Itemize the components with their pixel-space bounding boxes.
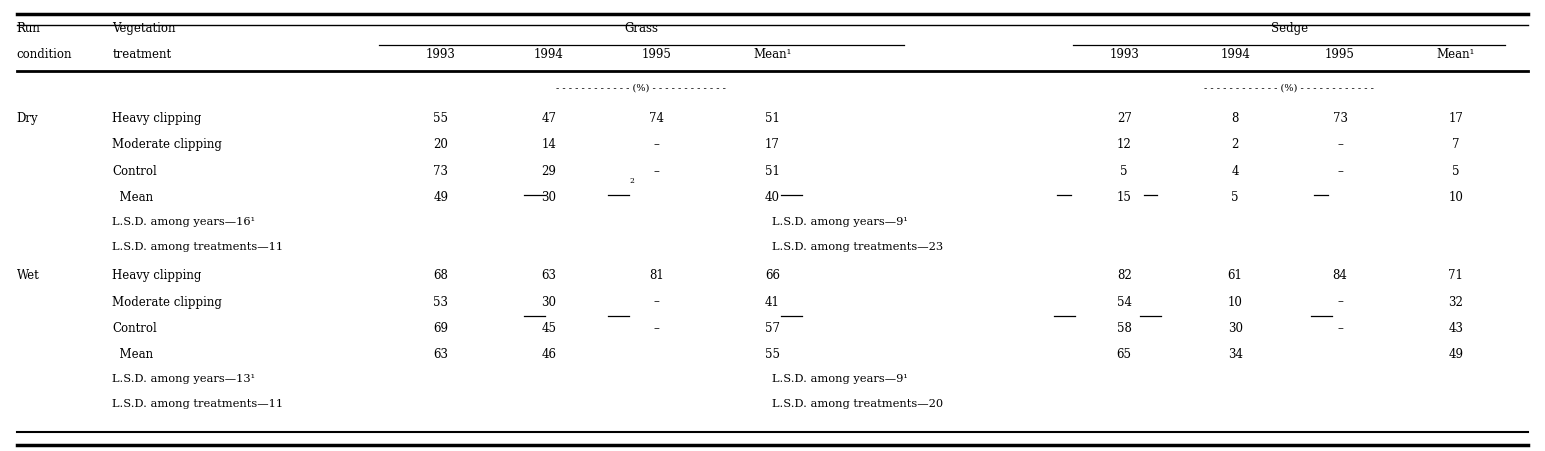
Text: 63: 63	[541, 269, 556, 281]
Text: 51: 51	[765, 164, 780, 177]
Text: Mean: Mean	[113, 347, 153, 360]
Text: Heavy clipping: Heavy clipping	[113, 112, 202, 125]
Text: 17: 17	[1448, 112, 1463, 125]
Text: 1995: 1995	[1326, 48, 1355, 61]
Text: L.S.D. among treatments—11: L.S.D. among treatments—11	[113, 242, 284, 252]
Text: 14: 14	[541, 138, 556, 151]
Text: 1993: 1993	[426, 48, 456, 61]
Text: Grass: Grass	[624, 22, 658, 35]
Text: 66: 66	[765, 269, 780, 281]
Text: Mean¹: Mean¹	[1437, 48, 1475, 61]
Text: - - - - - - - - - - - - (%) - - - - - - - - - - - -: - - - - - - - - - - - - (%) - - - - - - …	[556, 83, 726, 92]
Text: Mean: Mean	[113, 190, 153, 203]
Text: 69: 69	[434, 321, 448, 334]
Text: –: –	[654, 164, 660, 177]
Text: Dry: Dry	[17, 112, 39, 125]
Text: 30: 30	[541, 295, 556, 308]
Text: Sedge: Sedge	[1270, 22, 1307, 35]
Text: 27: 27	[1117, 112, 1131, 125]
Text: Moderate clipping: Moderate clipping	[113, 295, 222, 308]
Text: L.S.D. among years—9¹: L.S.D. among years—9¹	[772, 373, 908, 383]
Text: 17: 17	[765, 138, 780, 151]
Text: Mean¹: Mean¹	[754, 48, 791, 61]
Text: L.S.D. among treatments—11: L.S.D. among treatments—11	[113, 399, 284, 409]
Text: 73: 73	[434, 164, 448, 177]
Text: 20: 20	[434, 138, 448, 151]
Text: 15: 15	[1117, 190, 1131, 203]
Text: 34: 34	[1228, 347, 1242, 360]
Text: 53: 53	[434, 295, 448, 308]
Text: 82: 82	[1117, 269, 1131, 281]
Text: Wet: Wet	[17, 269, 40, 281]
Text: Run: Run	[17, 22, 40, 35]
Text: 29: 29	[541, 164, 556, 177]
Text: 54: 54	[1117, 295, 1131, 308]
Text: 43: 43	[1448, 321, 1463, 334]
Text: L.S.D. among years—13¹: L.S.D. among years—13¹	[113, 373, 255, 383]
Text: Control: Control	[113, 321, 158, 334]
Text: 55: 55	[765, 347, 780, 360]
Text: L.S.D. among years—16¹: L.S.D. among years—16¹	[113, 216, 255, 227]
Text: 1994: 1994	[535, 48, 564, 61]
Text: –: –	[654, 295, 660, 308]
Text: 5: 5	[1231, 190, 1239, 203]
Text: –: –	[1336, 164, 1343, 177]
Text: 74: 74	[649, 112, 664, 125]
Text: treatment: treatment	[113, 48, 171, 61]
Text: 2: 2	[629, 176, 633, 184]
Text: - - - - - - - - - - - - (%) - - - - - - - - - - - -: - - - - - - - - - - - - (%) - - - - - - …	[1204, 83, 1374, 92]
Text: 30: 30	[1228, 321, 1242, 334]
Text: 5: 5	[1452, 164, 1460, 177]
Text: 1993: 1993	[1109, 48, 1139, 61]
Text: L.S.D. among treatments—20: L.S.D. among treatments—20	[772, 399, 944, 409]
Text: Heavy clipping: Heavy clipping	[113, 269, 202, 281]
Text: 49: 49	[1448, 347, 1463, 360]
Text: 30: 30	[541, 190, 556, 203]
Text: condition: condition	[17, 48, 73, 61]
Text: L.S.D. among years—9¹: L.S.D. among years—9¹	[772, 216, 908, 227]
Text: 81: 81	[649, 269, 664, 281]
Text: 71: 71	[1448, 269, 1463, 281]
Text: 55: 55	[434, 112, 448, 125]
Text: 61: 61	[1228, 269, 1242, 281]
Text: 68: 68	[434, 269, 448, 281]
Text: 63: 63	[434, 347, 448, 360]
Text: 51: 51	[765, 112, 780, 125]
Text: Moderate clipping: Moderate clipping	[113, 138, 222, 151]
Text: 46: 46	[541, 347, 556, 360]
Text: 7: 7	[1452, 138, 1460, 151]
Text: 45: 45	[541, 321, 556, 334]
Text: 65: 65	[1117, 347, 1131, 360]
Text: 12: 12	[1117, 138, 1131, 151]
Text: 10: 10	[1228, 295, 1242, 308]
Text: 4: 4	[1231, 164, 1239, 177]
Text: 41: 41	[765, 295, 780, 308]
Text: 1994: 1994	[1221, 48, 1250, 61]
Text: –: –	[1336, 295, 1343, 308]
Text: Vegetation: Vegetation	[113, 22, 176, 35]
Text: 57: 57	[765, 321, 780, 334]
Text: –: –	[1336, 138, 1343, 151]
Text: 5: 5	[1120, 164, 1128, 177]
Text: Control: Control	[113, 164, 158, 177]
Text: 1995: 1995	[641, 48, 672, 61]
Text: 84: 84	[1333, 269, 1347, 281]
Text: –: –	[1336, 321, 1343, 334]
Text: –: –	[654, 138, 660, 151]
Text: 47: 47	[541, 112, 556, 125]
Text: 2: 2	[1231, 138, 1239, 151]
Text: –: –	[654, 321, 660, 334]
Text: 58: 58	[1117, 321, 1131, 334]
Text: 73: 73	[1332, 112, 1347, 125]
Text: 49: 49	[434, 190, 448, 203]
Text: 8: 8	[1231, 112, 1239, 125]
Text: L.S.D. among treatments—23: L.S.D. among treatments—23	[772, 242, 944, 252]
Text: 10: 10	[1448, 190, 1463, 203]
Text: 32: 32	[1448, 295, 1463, 308]
Text: 40: 40	[765, 190, 780, 203]
